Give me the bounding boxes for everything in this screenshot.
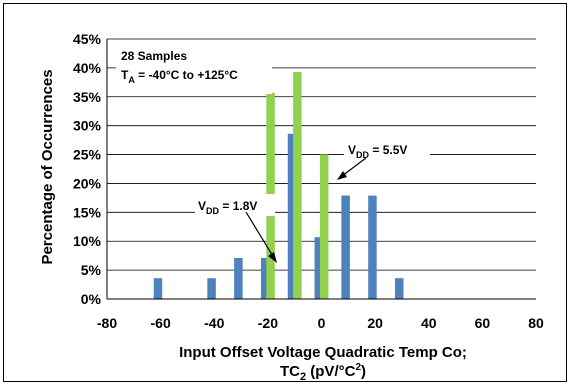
bar-vdd-5v5 (293, 71, 302, 299)
bar-vdd-1v8 (314, 237, 324, 299)
y-tick-label: 0% (81, 291, 102, 307)
y-tick-label: 40% (73, 60, 102, 76)
x-axis-label-line1: Input Offset Voltage Quadratic Temp Co; (179, 344, 467, 361)
y-tick-label: 20% (73, 175, 102, 191)
bar-vdd-1v8 (234, 257, 243, 299)
vdd-5v5-leader-line (341, 157, 367, 177)
x-tick-label: -60 (151, 315, 171, 331)
x-tick-label: -80 (97, 315, 117, 331)
y-tick-label: 35% (73, 89, 102, 105)
temperature-range-label: TA = -40°C to +125°C (121, 68, 238, 85)
bars (153, 71, 404, 299)
x-tick-label: 40 (421, 315, 437, 331)
info-box (116, 44, 272, 94)
bar-vdd-1v8 (260, 257, 270, 299)
bar-vdd-1v8 (368, 195, 377, 299)
vdd-1v8-arrowhead (268, 252, 277, 263)
vdd-5v5-label: VDD = 5.5V (348, 143, 407, 160)
y-axis-label: Percentage of Occurrences (39, 69, 56, 264)
y-tick-label: 45% (73, 31, 102, 47)
y-tick-label: 5% (81, 262, 102, 278)
vdd-1v8-label: VDD = 1.8V (198, 199, 257, 216)
bar-vdd-5v5 (319, 154, 329, 299)
samples-label: 28 Samples (121, 49, 187, 63)
x-tick-label: 20 (367, 315, 383, 331)
vdd-1v8-label-bg (195, 194, 275, 216)
bar-vdd-1v8 (341, 195, 350, 299)
y-tick-label: 30% (73, 118, 102, 134)
vdd-5v5-arrowhead (337, 171, 347, 180)
x-tick-label: 80 (528, 315, 544, 331)
x-tick-label: -40 (204, 315, 224, 331)
x-tick-label: 60 (475, 315, 491, 331)
x-tick-label: -20 (258, 315, 278, 331)
vdd-5v5-label-bg (344, 138, 430, 160)
gridlines (107, 38, 536, 271)
x-axis-label-line2: TC2 (pV/°C2) (280, 362, 366, 383)
x-tick-label: 0 (318, 315, 326, 331)
bar-vdd-1v8 (207, 278, 216, 299)
vdd-1v8-leader-line (245, 211, 275, 259)
y-tick-labels: 0% 5% 10% 15% 20% 25% 30% 35% 40% 45% (73, 31, 102, 307)
y-tick-label: 15% (73, 204, 102, 220)
y-tick-label: 25% (73, 147, 102, 163)
bar-vdd-1v8 (395, 278, 404, 299)
bar-vdd-1v8 (153, 278, 163, 299)
chart-frame (3, 3, 567, 382)
x-tick-labels: -80 -60 -40 -20 0 20 40 60 80 (97, 315, 544, 331)
y-tick-label: 10% (73, 233, 102, 249)
bar-vdd-1v8 (287, 133, 297, 299)
